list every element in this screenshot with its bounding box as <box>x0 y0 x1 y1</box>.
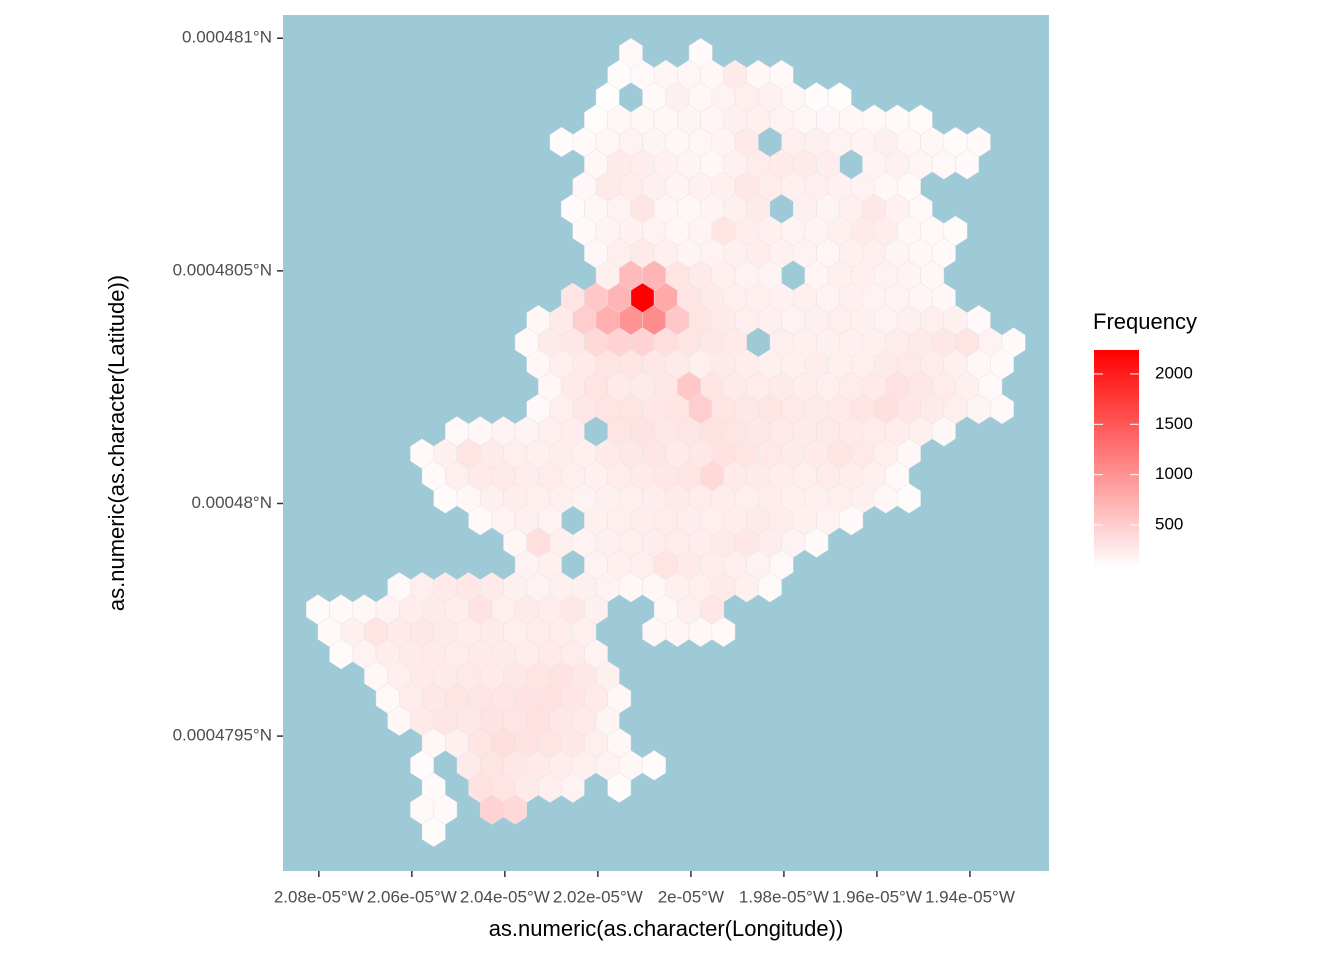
x-tick-label: 1.96e-05°W <box>832 887 922 906</box>
hex-bin <box>932 416 956 447</box>
hex-bin <box>642 750 666 781</box>
legend-tick-label: 500 <box>1155 514 1183 533</box>
y-axis-title: as.numeric(as.character(Latitude)) <box>104 275 129 611</box>
x-axis-title: as.numeric(as.character(Longitude)) <box>489 916 844 941</box>
hex-bin <box>711 616 736 647</box>
hex-bin <box>804 527 829 558</box>
y-tick-label: 0.0004795°N <box>173 726 272 745</box>
legend-tick-label: 1000 <box>1155 464 1193 483</box>
y-tick-label: 0.0004805°N <box>173 260 272 279</box>
hex-bin <box>839 505 864 536</box>
hex-bin <box>503 794 527 825</box>
y-tick-label: 0.00048°N <box>191 493 272 512</box>
x-tick-label: 2.08e-05°W <box>274 887 364 906</box>
legend-tick-label: 1500 <box>1155 414 1193 433</box>
hex-bin <box>990 393 1014 425</box>
x-tick-label: 2.04e-05°W <box>460 887 550 906</box>
colorbar <box>1094 350 1139 568</box>
legend-tick-label: 2000 <box>1155 363 1193 382</box>
legend-title: Frequency <box>1093 309 1197 334</box>
hex-bin <box>607 772 632 803</box>
x-tick-label: 2e-05°W <box>658 887 724 906</box>
hex-layer <box>306 38 1026 848</box>
hex-bin <box>560 772 585 803</box>
x-tick-label: 1.94e-05°W <box>925 887 1015 906</box>
x-tick-label: 2.06e-05°W <box>367 887 457 906</box>
x-tick-label: 1.98e-05°W <box>739 887 829 906</box>
hex-bin <box>758 572 782 603</box>
hex-bin <box>421 816 446 848</box>
hex-bin <box>955 149 979 180</box>
x-tick-label: 2.02e-05°W <box>553 887 643 906</box>
hex-bin <box>897 483 921 514</box>
y-tick-label: 0.000481°N <box>182 28 272 47</box>
